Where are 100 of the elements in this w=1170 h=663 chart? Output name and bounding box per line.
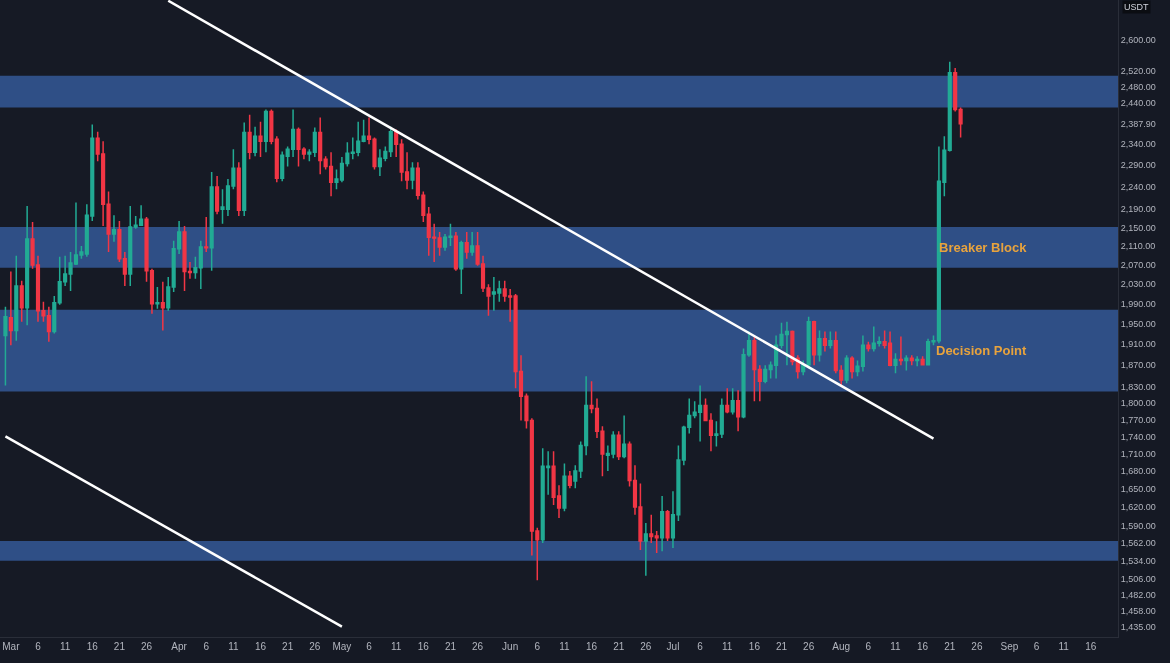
y-tick-label: 1,534.00 [1120,555,1156,566]
candlestick [567,470,572,489]
x-tick-label: 11 [390,641,402,652]
y-tick-label: 1,800.00 [1120,398,1156,409]
candlestick [893,352,898,374]
candlestick [19,280,24,323]
candlestick [649,514,654,544]
candlestick [242,121,247,217]
candlestick [410,161,415,190]
candlestick [812,320,817,366]
candlestick [25,205,30,327]
x-tick-label: Aug [832,641,851,652]
x-tick-label: 16 [86,641,99,652]
candlestick [866,340,871,353]
y-tick-label: 2,440.00 [1120,97,1156,108]
x-tick-label: Mar [2,641,21,652]
y-tick-label: 2,387.90 [1120,118,1156,129]
y-tick-label: 2,600.00 [1120,34,1156,45]
candlestick [14,255,19,342]
x-tick-label: 11 [1058,641,1070,652]
y-tick-label: 1,680.00 [1120,466,1156,477]
candlestick [198,240,203,290]
x-tick-label: 11 [890,641,902,652]
candlestick [887,330,893,368]
candlestick [909,354,914,366]
candlestick [470,231,475,257]
candlestick [752,335,757,402]
band-label: Decision Point [936,343,1027,358]
x-tick-label: 16 [417,641,430,652]
x-tick-label: 16 [1085,641,1097,652]
candlestick [801,359,806,377]
candlestick [307,148,312,163]
candlestick [155,286,160,310]
x-tick-label: 6 [697,641,704,652]
x-tick-label: 6 [35,641,42,652]
candlestick [459,240,464,295]
y-tick-label: 2,030.00 [1120,279,1156,290]
x-tick-label: 11 [228,641,239,652]
candlestick [166,276,171,312]
y-tick-label: 1,562.00 [1120,538,1156,549]
x-tick-label: 26 [803,641,815,652]
x-tick-label: 21 [944,641,956,652]
candlestick [111,214,117,243]
y-tick-label: 2,110.00 [1120,241,1156,252]
candlestick [828,330,833,350]
candlestick [730,387,735,416]
x-tick-label: 16 [254,641,267,652]
y-tick-label: 1,910.00 [1120,339,1156,350]
candlestick [719,397,724,439]
y-tick-label: 2,340.00 [1120,138,1156,149]
candlestick [312,126,317,158]
candlestick [464,231,469,260]
candlestick [274,135,279,183]
candlestick [665,509,670,542]
x-tick-label: 16 [917,641,929,652]
candlestick [204,216,209,253]
x-tick-label: 6 [1033,641,1040,652]
y-tick-label: 1,650.00 [1120,483,1156,494]
x-tick-label: 21 [113,641,126,652]
y-tick-label: 2,070.00 [1120,260,1156,271]
y-axis-title: USDT [1124,2,1149,12]
x-tick-label: 16 [586,641,598,652]
candlestick [904,354,909,372]
candlestick [328,151,334,198]
y-tick-label: 2,480.00 [1120,81,1156,92]
x-tick-label: 11 [59,641,71,652]
y-tick-label: 1,740.00 [1120,431,1156,442]
candlestick [616,430,621,461]
candlestick [822,330,828,353]
candlestick [660,495,665,552]
candlestick [947,60,952,153]
x-tick-label: Jul [666,641,680,652]
x-tick-label: 26 [472,641,484,652]
y-tick-label: 1,710.00 [1120,448,1156,459]
candlestick [453,231,458,272]
x-tick-label: 26 [971,641,983,652]
candlestick [215,175,220,215]
x-tick-label: Apr [171,641,188,652]
x-tick-label: 11 [559,641,571,652]
x-tick-label: Sep [1000,641,1019,652]
y-tick-label: 2,150.00 [1120,222,1156,233]
candlestick [193,256,198,280]
x-tick-label: 6 [366,641,373,652]
candlestick [725,387,730,415]
y-tick-label: 2,290.00 [1120,160,1156,171]
candlestick [128,205,133,287]
band-label: Breaker Block [939,240,1028,255]
candlestick [562,462,567,512]
candlestick [437,231,442,257]
y-tick-label: 1,590.00 [1120,520,1156,531]
y-tick-label: 1,770.00 [1120,414,1156,425]
candlestick [280,150,285,182]
candlestick [643,522,648,577]
candlestick [122,251,127,287]
x-tick-label: 26 [640,641,652,652]
candlestick [247,113,252,160]
candlestick [817,329,822,363]
x-tick-label: 6 [203,641,210,652]
candlestick [958,106,963,139]
candlestick [953,67,958,113]
